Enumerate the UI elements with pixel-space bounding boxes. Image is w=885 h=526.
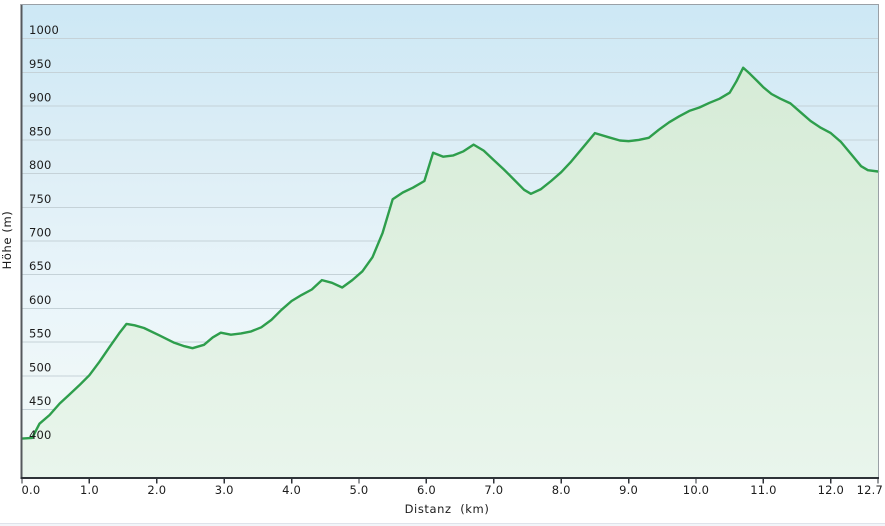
x-tick-label: 8.0 [552, 483, 571, 497]
x-tick-label: 1.0 [80, 483, 99, 497]
x-tick-label: 4.0 [282, 483, 301, 497]
y-tick-label: 400 [29, 428, 52, 442]
x-tick-label: 2.0 [147, 483, 166, 497]
y-tick-label: 1000 [29, 23, 59, 37]
x-tick-label: 10.0 [683, 483, 709, 497]
y-tick-label: 500 [29, 360, 52, 374]
x-tick-label: 12.7 [857, 483, 883, 497]
y-tick-label: 950 [29, 57, 52, 71]
x-axis-tick-labels: 0.0 1.0 2.0 3.0 4.0 5.0 6.0 7.0 8.0 9.0 10.0 11.0 12… [22, 483, 883, 497]
x-tick-label: 11.0 [750, 483, 776, 497]
y-tick-label: 850 [29, 124, 52, 138]
footer-background [0, 524, 885, 526]
y-tick-label: 750 [29, 192, 52, 206]
x-tick-label: 9.0 [619, 483, 638, 497]
y-tick-label: 550 [29, 327, 52, 341]
x-tick-label: 3.0 [215, 483, 234, 497]
y-tick-label: 900 [29, 91, 52, 105]
y-tick-label: 600 [29, 293, 52, 307]
footer-divider [0, 523, 885, 524]
plot-border [20, 4, 880, 478]
footer-strip [0, 523, 885, 526]
y-axis-tick-labels: 400 450 500 550 600 650 700 750 800 850 900 950 1000 [29, 23, 59, 442]
x-tick-label: 7.0 [484, 483, 503, 497]
elevation-area [22, 67, 878, 477]
x-tick-label: 0.0 [22, 483, 41, 497]
x-tick-label: 12.0 [818, 483, 844, 497]
y-tick-label: 700 [29, 226, 52, 240]
x-tick-label: 6.0 [417, 483, 436, 497]
elevation-line [20, 66, 880, 440]
y-tick-label: 650 [29, 259, 52, 273]
x-axis-ticks [21, 478, 879, 484]
x-tick-label: 5.0 [350, 483, 369, 497]
y-axis-title: Höhe (m) [0, 211, 14, 270]
y-tick-label: 450 [29, 394, 52, 408]
x-axis-title: Distanz (km) [405, 502, 490, 516]
y-tick-label: 800 [29, 158, 52, 172]
